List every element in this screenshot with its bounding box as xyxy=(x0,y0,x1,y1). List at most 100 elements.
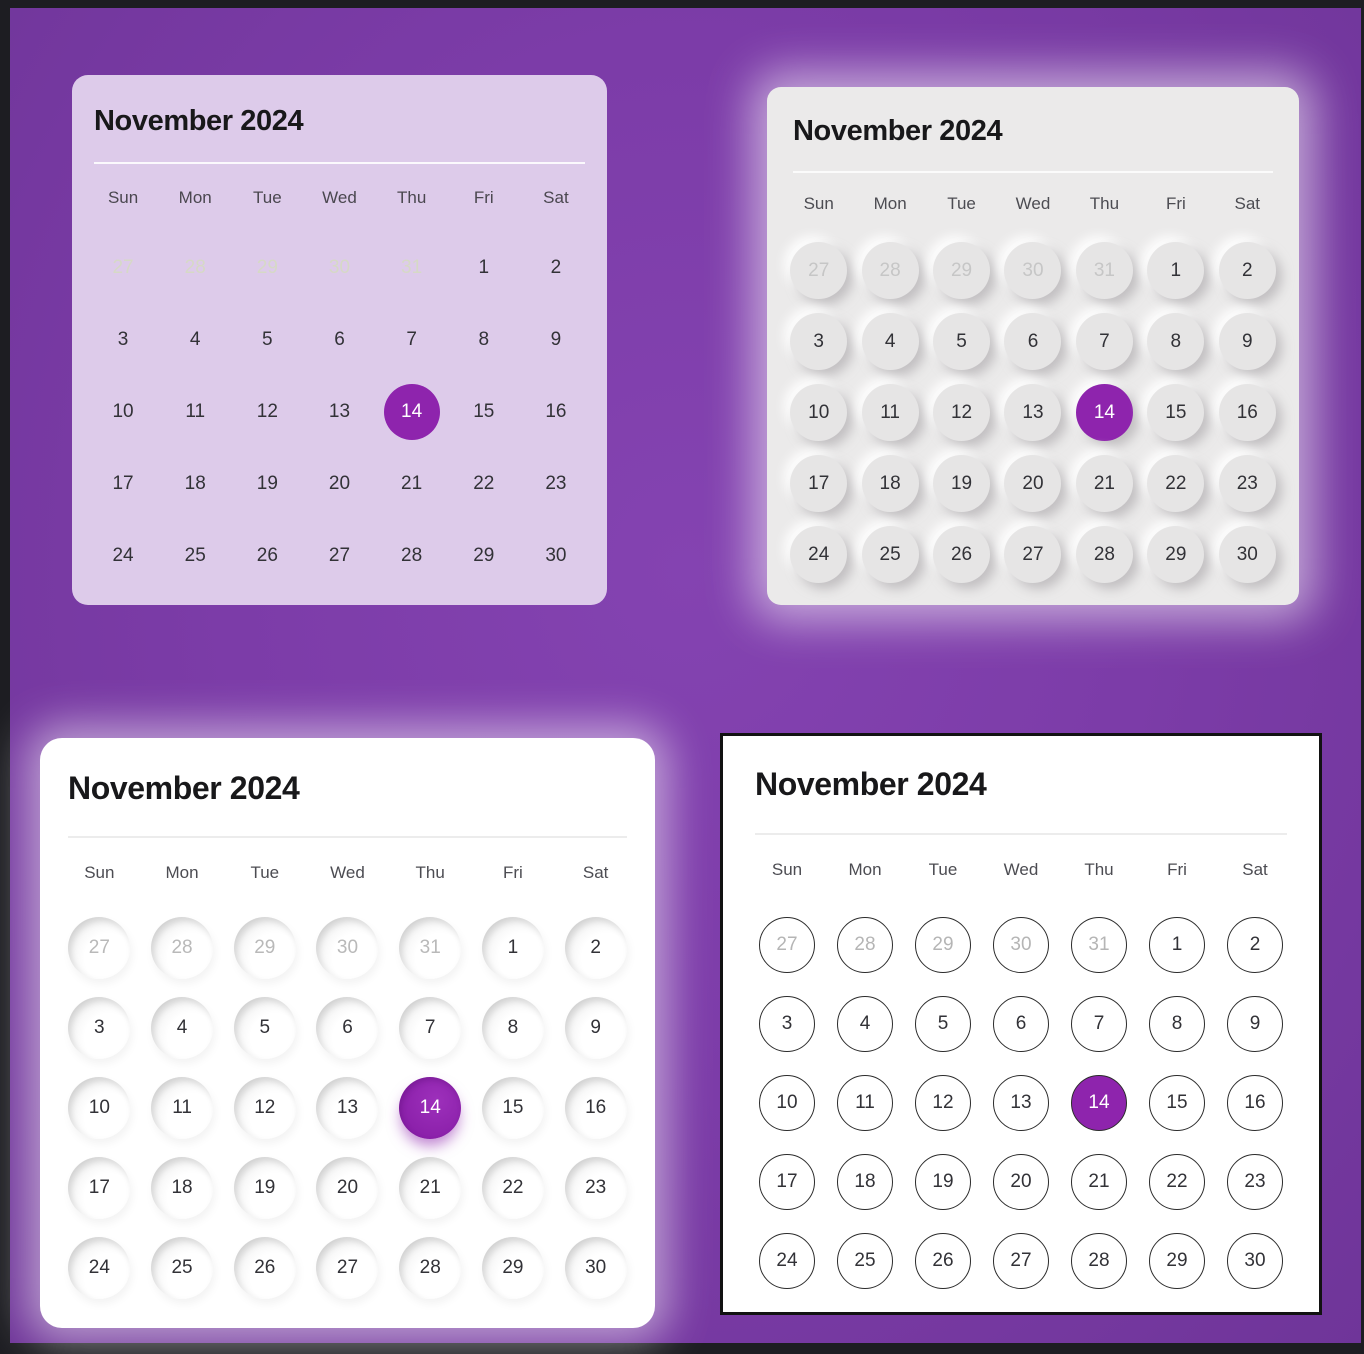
day-button-22[interactable]: 22 xyxy=(1149,1153,1205,1210)
day-button-31[interactable]: 31 xyxy=(399,917,462,979)
day-button-28[interactable]: 28 xyxy=(1071,1232,1127,1289)
day-button-19[interactable]: 19 xyxy=(233,1157,296,1219)
day-button-27[interactable]: 27 xyxy=(759,916,815,973)
day-button-28[interactable]: 28 xyxy=(837,916,893,973)
day-button-4[interactable]: 4 xyxy=(189,329,201,350)
day-button-30[interactable]: 30 xyxy=(1227,1232,1283,1289)
day-button-27[interactable]: 27 xyxy=(790,242,848,299)
day-button-4[interactable]: 4 xyxy=(151,997,214,1059)
day-button-31[interactable]: 31 xyxy=(1075,242,1133,299)
day-button-30[interactable]: 30 xyxy=(993,916,1049,973)
day-button-19[interactable]: 19 xyxy=(915,1153,971,1210)
day-button-9[interactable]: 9 xyxy=(1227,995,1283,1052)
day-button-27[interactable]: 27 xyxy=(993,1232,1049,1289)
day-button-24[interactable]: 24 xyxy=(68,1237,131,1299)
day-button-17[interactable]: 17 xyxy=(759,1153,815,1210)
day-button-10[interactable]: 10 xyxy=(112,401,134,422)
day-button-16[interactable]: 16 xyxy=(1227,1074,1283,1131)
day-button-29[interactable]: 29 xyxy=(933,242,991,299)
day-button-1[interactable]: 1 xyxy=(478,257,490,278)
day-button-20[interactable]: 20 xyxy=(316,1157,379,1219)
day-button-1[interactable]: 1 xyxy=(1147,242,1205,299)
day-button-30[interactable]: 30 xyxy=(1218,526,1276,583)
day-button-28[interactable]: 28 xyxy=(401,545,423,566)
day-button-30[interactable]: 30 xyxy=(1004,242,1062,299)
day-button-24[interactable]: 24 xyxy=(790,526,848,583)
day-button-5[interactable]: 5 xyxy=(262,329,273,350)
day-button-16[interactable]: 16 xyxy=(564,1077,627,1139)
day-button-17[interactable]: 17 xyxy=(790,455,848,512)
day-button-6[interactable]: 6 xyxy=(1004,313,1062,370)
day-button-26[interactable]: 26 xyxy=(256,545,278,566)
day-button-13[interactable]: 13 xyxy=(328,401,351,422)
day-button-28[interactable]: 28 xyxy=(151,917,214,979)
day-button-3[interactable]: 3 xyxy=(68,997,131,1059)
day-button-22[interactable]: 22 xyxy=(481,1157,544,1219)
day-button-15[interactable]: 15 xyxy=(473,401,495,422)
day-button-9[interactable]: 9 xyxy=(550,329,562,350)
day-button-29[interactable]: 29 xyxy=(915,916,971,973)
day-button-11[interactable]: 11 xyxy=(861,384,919,441)
day-button-27[interactable]: 27 xyxy=(68,917,131,979)
day-button-10[interactable]: 10 xyxy=(759,1074,815,1131)
day-button-22[interactable]: 22 xyxy=(1147,455,1205,512)
day-button-28[interactable]: 28 xyxy=(184,257,206,278)
day-button-18[interactable]: 18 xyxy=(184,473,206,494)
day-button-21[interactable]: 21 xyxy=(1071,1153,1127,1210)
day-button-13[interactable]: 13 xyxy=(316,1077,379,1139)
day-button-28[interactable]: 28 xyxy=(1075,526,1133,583)
day-button-29[interactable]: 29 xyxy=(481,1237,544,1299)
day-button-10[interactable]: 10 xyxy=(68,1077,131,1139)
day-button-30[interactable]: 30 xyxy=(564,1237,627,1299)
day-button-11[interactable]: 11 xyxy=(185,401,206,422)
day-button-2[interactable]: 2 xyxy=(564,917,627,979)
day-button-4[interactable]: 4 xyxy=(837,995,893,1052)
day-button-18[interactable]: 18 xyxy=(151,1157,214,1219)
day-button-11[interactable]: 11 xyxy=(837,1074,893,1131)
day-button-28[interactable]: 28 xyxy=(861,242,919,299)
day-button-12[interactable]: 12 xyxy=(233,1077,296,1139)
day-button-19[interactable]: 19 xyxy=(256,473,278,494)
day-button-10[interactable]: 10 xyxy=(790,384,848,441)
day-button-27[interactable]: 27 xyxy=(328,545,351,566)
day-button-23[interactable]: 23 xyxy=(564,1157,627,1219)
day-button-31[interactable]: 31 xyxy=(401,257,423,278)
day-button-25[interactable]: 25 xyxy=(184,545,206,566)
day-button-8[interactable]: 8 xyxy=(481,997,544,1059)
day-button-13[interactable]: 13 xyxy=(993,1074,1049,1131)
day-button-26[interactable]: 26 xyxy=(915,1232,971,1289)
day-button-18[interactable]: 18 xyxy=(861,455,919,512)
day-button-18[interactable]: 18 xyxy=(837,1153,893,1210)
day-button-6[interactable]: 6 xyxy=(316,997,379,1059)
day-button-12[interactable]: 12 xyxy=(933,384,991,441)
day-button-1[interactable]: 1 xyxy=(1149,916,1205,973)
day-button-8[interactable]: 8 xyxy=(1147,313,1205,370)
day-button-23[interactable]: 23 xyxy=(1227,1153,1283,1210)
day-button-21[interactable]: 21 xyxy=(399,1157,462,1219)
day-button-27[interactable]: 27 xyxy=(1004,526,1062,583)
day-button-3[interactable]: 3 xyxy=(790,313,848,370)
day-button-26[interactable]: 26 xyxy=(233,1237,296,1299)
day-button-25[interactable]: 25 xyxy=(837,1232,893,1289)
day-button-19[interactable]: 19 xyxy=(933,455,991,512)
day-button-12[interactable]: 12 xyxy=(915,1074,971,1131)
day-button-17[interactable]: 17 xyxy=(112,473,134,494)
day-button-15[interactable]: 15 xyxy=(1149,1074,1205,1131)
day-button-23[interactable]: 23 xyxy=(545,473,567,494)
day-button-17[interactable]: 17 xyxy=(68,1157,131,1219)
day-button-24[interactable]: 24 xyxy=(759,1232,815,1289)
selected-day-button[interactable]: 14 xyxy=(1071,1074,1127,1131)
day-button-29[interactable]: 29 xyxy=(256,257,278,278)
day-button-13[interactable]: 13 xyxy=(1004,384,1062,441)
day-button-20[interactable]: 20 xyxy=(1004,455,1062,512)
day-button-29[interactable]: 29 xyxy=(1147,526,1205,583)
day-button-1[interactable]: 1 xyxy=(481,917,544,979)
selected-day-button[interactable]: 14 xyxy=(399,1077,462,1139)
day-button-5[interactable]: 5 xyxy=(933,313,991,370)
day-button-20[interactable]: 20 xyxy=(993,1153,1049,1210)
day-button-30[interactable]: 30 xyxy=(328,257,351,278)
day-button-16[interactable]: 16 xyxy=(1218,384,1276,441)
day-button-30[interactable]: 30 xyxy=(545,545,567,566)
selected-day-button[interactable]: 14 xyxy=(1075,384,1133,441)
day-button-3[interactable]: 3 xyxy=(759,995,815,1052)
